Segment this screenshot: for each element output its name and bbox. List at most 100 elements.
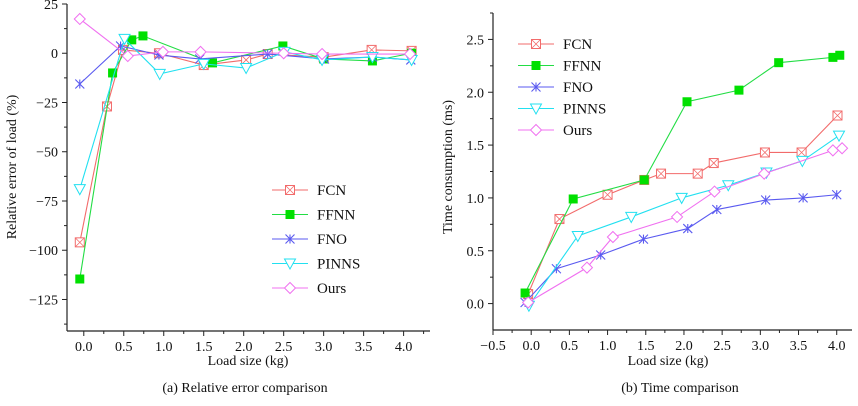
diamond-marker bbox=[403, 47, 417, 61]
x-tick-label: 4.0 bbox=[828, 339, 846, 354]
diamond-marker bbox=[826, 144, 840, 157]
diamond-marker bbox=[529, 123, 543, 137]
ours-marker bbox=[73, 12, 87, 26]
x-tick-label: 3.0 bbox=[752, 339, 770, 354]
x-tick-label: 1.0 bbox=[155, 340, 173, 355]
x-tick-label: 0.5 bbox=[115, 340, 133, 355]
y-tick-label: 1.0 bbox=[467, 192, 485, 207]
legend-label: Ours bbox=[563, 123, 592, 139]
legend-item-ffnn: FFNN bbox=[272, 208, 356, 224]
cross-marker bbox=[656, 168, 666, 179]
y-axis-label: Relative error of load (%) bbox=[5, 94, 20, 239]
triangle-down-marker bbox=[283, 258, 297, 271]
triangle-down-marker bbox=[675, 192, 689, 205]
pinns-marker bbox=[153, 68, 167, 81]
pinns-marker bbox=[832, 130, 846, 143]
star-marker bbox=[74, 79, 85, 89]
ours-marker bbox=[277, 47, 290, 60]
legend-label: FNO bbox=[317, 232, 347, 248]
ffnn-marker bbox=[835, 50, 845, 60]
ffnn-marker bbox=[285, 210, 295, 219]
cross-marker bbox=[241, 55, 251, 65]
filled-square-marker bbox=[208, 58, 218, 68]
legend-label: Ours bbox=[317, 281, 346, 297]
filled-square-marker bbox=[568, 194, 578, 204]
ours-marker bbox=[580, 261, 594, 274]
fno-marker bbox=[760, 195, 771, 205]
legend-item-ours: Ours bbox=[518, 123, 592, 139]
x-tick-label: 2.5 bbox=[713, 339, 731, 354]
filled-square-marker bbox=[639, 175, 649, 185]
series-ffnn bbox=[520, 50, 845, 298]
filled-square-marker bbox=[734, 85, 744, 95]
ours-marker bbox=[283, 281, 297, 295]
star-marker bbox=[262, 49, 273, 59]
ffnn-marker bbox=[682, 97, 692, 107]
chart-caption: (a) Relative error comparison bbox=[162, 381, 327, 396]
y-tick-label: 0.0 bbox=[467, 298, 485, 313]
legend-label: PINNS bbox=[563, 102, 606, 118]
diamond-marker bbox=[121, 49, 134, 63]
filled-square-marker bbox=[278, 41, 288, 51]
ffnn-marker bbox=[108, 68, 118, 78]
series-ours bbox=[521, 142, 849, 309]
fno-marker bbox=[74, 79, 85, 89]
legend: FCN FFNN FNO PINNS Ours bbox=[272, 183, 360, 297]
series-line bbox=[527, 147, 843, 303]
legend-item-fno: FNO bbox=[518, 80, 593, 96]
fno-marker bbox=[262, 49, 273, 59]
diamond-marker bbox=[73, 12, 87, 26]
pinns-marker bbox=[118, 33, 131, 46]
cross-marker bbox=[531, 39, 541, 49]
legend-label: FFNN bbox=[317, 208, 356, 224]
star-marker bbox=[711, 204, 722, 215]
ours-marker bbox=[670, 210, 684, 224]
y-tick-label: 0.5 bbox=[467, 245, 485, 260]
x-tick-label: 2.5 bbox=[275, 340, 293, 355]
legend-item-pinns: PINNS bbox=[272, 257, 360, 273]
diamond-marker bbox=[757, 167, 771, 180]
ffnn-marker bbox=[520, 288, 530, 298]
cross-marker bbox=[760, 147, 770, 158]
ffnn-marker bbox=[828, 52, 838, 62]
x-tick-label: 3.5 bbox=[355, 340, 373, 355]
ffnn-marker bbox=[531, 61, 541, 70]
legend-item-ours: Ours bbox=[272, 281, 346, 297]
pinns-marker bbox=[283, 258, 297, 271]
fcn-marker bbox=[554, 214, 565, 225]
y-tick-label: 25 bbox=[44, 0, 58, 13]
series-line bbox=[524, 194, 837, 303]
series-fcn bbox=[523, 110, 843, 300]
x-axis-label: Load size (kg) bbox=[628, 354, 709, 369]
ours-marker bbox=[403, 47, 417, 61]
triangle-down-marker bbox=[832, 130, 846, 143]
diamond-marker bbox=[194, 45, 207, 59]
fno-marker bbox=[531, 82, 541, 92]
triangle-down-marker bbox=[73, 184, 87, 196]
diamond-marker bbox=[670, 210, 684, 224]
fcn-marker bbox=[832, 110, 843, 121]
fno-marker bbox=[798, 193, 809, 203]
star-marker bbox=[638, 234, 649, 245]
fno-marker bbox=[711, 204, 722, 215]
triangle-down-marker bbox=[118, 33, 131, 46]
pinns-marker bbox=[366, 51, 379, 64]
filled-square-marker bbox=[531, 61, 541, 70]
triangle-down-marker bbox=[529, 103, 543, 116]
ours-marker bbox=[606, 230, 620, 244]
fno-marker bbox=[638, 234, 649, 245]
pinns-marker bbox=[571, 230, 585, 243]
series-fcn bbox=[74, 44, 417, 248]
time-consumption-chart: Load size (kg) Time consumption (ms) (b)… bbox=[441, 12, 852, 396]
pinns-marker bbox=[675, 192, 689, 205]
series-line bbox=[528, 135, 840, 307]
legend-label: FCN bbox=[563, 37, 592, 53]
x-tick-label: 4.0 bbox=[395, 340, 413, 355]
fcn-marker bbox=[796, 147, 807, 158]
diamond-marker bbox=[283, 281, 297, 295]
legend-item-fcn: FCN bbox=[272, 183, 346, 199]
triangle-down-marker bbox=[239, 63, 253, 75]
y-tick-label: 0 bbox=[51, 47, 58, 62]
fcn-marker bbox=[656, 168, 667, 179]
fno-marker bbox=[682, 223, 693, 234]
